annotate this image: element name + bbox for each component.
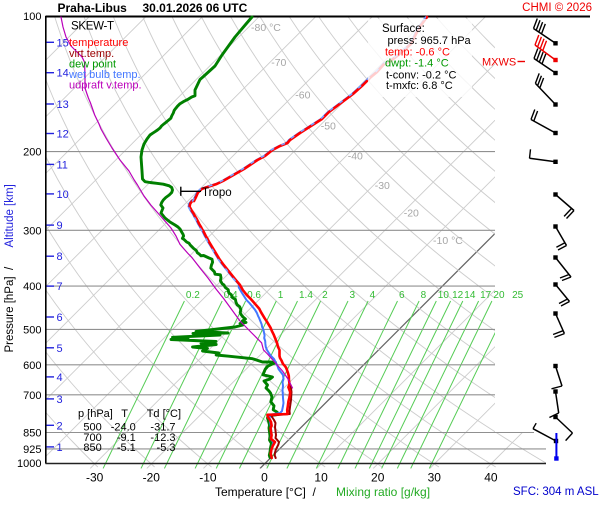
svg-text:-30: -30 (86, 471, 104, 485)
svg-text:-80 °C: -80 °C (251, 22, 281, 34)
svg-text:10: 10 (57, 189, 69, 201)
svg-text:dew point: dew point (69, 59, 116, 71)
svg-text:600: 600 (23, 360, 41, 372)
svg-text:udpraft v.temp.: udpraft v.temp. (69, 80, 142, 92)
svg-text:500: 500 (83, 422, 101, 434)
svg-text:9: 9 (57, 220, 63, 232)
svg-text:700: 700 (83, 432, 101, 444)
svg-text:t-conv: -0.2 °C: t-conv: -0.2 °C (386, 69, 456, 81)
svg-text:100: 100 (23, 11, 41, 23)
svg-text:14: 14 (57, 68, 69, 80)
svg-text:15: 15 (57, 37, 69, 49)
svg-text:850: 850 (23, 427, 41, 439)
svg-text:temperature: temperature (69, 37, 128, 49)
svg-text:8: 8 (421, 290, 427, 301)
svg-text:12: 12 (452, 290, 464, 301)
svg-text:925: 925 (23, 444, 41, 456)
svg-text:4: 4 (370, 290, 376, 301)
svg-text:8: 8 (57, 251, 63, 263)
svg-text:400: 400 (23, 281, 41, 293)
svg-text:virt.temp.: virt.temp. (69, 48, 114, 60)
svg-text:Surface:: Surface: (382, 23, 425, 35)
svg-text:Pressure [hPa] /: Pressure [hPa] / (4, 266, 16, 352)
svg-text:-5.1: -5.1 (117, 442, 136, 454)
svg-text:25: 25 (512, 290, 524, 301)
svg-text:Altitude [km]: Altitude [km] (4, 184, 16, 247)
svg-text:press: 965.7 hPa: press: 965.7 hPa (388, 35, 472, 47)
svg-text:3: 3 (350, 290, 356, 301)
svg-text:6: 6 (399, 290, 405, 301)
svg-text:40: 40 (484, 471, 498, 485)
svg-text:Tropo: Tropo (202, 187, 232, 199)
svg-text:30: 30 (428, 471, 442, 485)
svg-text:p [hPa]: p [hPa] (78, 408, 113, 420)
svg-text:850: 850 (83, 442, 101, 454)
svg-text:500: 500 (23, 324, 41, 336)
svg-text:7: 7 (57, 281, 63, 293)
svg-text:11: 11 (57, 159, 68, 171)
svg-text:6: 6 (57, 312, 63, 324)
svg-text:2: 2 (322, 290, 328, 301)
svg-text:Td [°C]: Td [°C] (147, 408, 181, 420)
svg-text:-10 °C: -10 °C (433, 235, 463, 247)
svg-text:-9.1: -9.1 (117, 432, 136, 444)
svg-text:17: 17 (480, 290, 492, 301)
svg-text:14: 14 (464, 290, 476, 301)
svg-text:-12.3: -12.3 (150, 432, 175, 444)
svg-text:0: 0 (261, 471, 268, 485)
svg-text:200: 200 (23, 147, 41, 159)
svg-text:0.2: 0.2 (186, 290, 200, 301)
svg-text:dwpt: -1.4 °C: dwpt: -1.4 °C (385, 58, 449, 70)
svg-text:-40: -40 (348, 150, 363, 162)
svg-text:SKEW-T: SKEW-T (71, 21, 114, 33)
svg-text:-24.0: -24.0 (111, 422, 136, 434)
svg-text:-20: -20 (404, 208, 419, 220)
svg-text:-30: -30 (375, 180, 390, 192)
svg-text:1000: 1000 (17, 458, 41, 470)
svg-text:1: 1 (57, 442, 63, 454)
svg-text:10: 10 (314, 471, 328, 485)
svg-text:temp: -0.6 °C: temp: -0.6 °C (385, 47, 450, 59)
svg-text:4: 4 (57, 372, 63, 384)
svg-text:0.6: 0.6 (247, 290, 261, 301)
svg-text:wet bulb temp.: wet bulb temp. (68, 69, 141, 81)
svg-text:5: 5 (57, 343, 63, 355)
svg-text:700: 700 (23, 390, 41, 402)
svg-text:SFC: 304 m ASL: SFC: 304 m ASL (513, 486, 599, 498)
svg-text:20: 20 (493, 290, 505, 301)
svg-text:12: 12 (57, 129, 69, 141)
svg-text:-10: -10 (199, 471, 217, 485)
svg-text:-50: -50 (321, 121, 336, 133)
svg-text:T: T (121, 408, 128, 420)
svg-text:CHMI © 2026: CHMI © 2026 (522, 2, 592, 14)
svg-text:30.01.2026 06 UTC: 30.01.2026 06 UTC (143, 1, 248, 15)
svg-text:Mixing ratio [g/kg]: Mixing ratio [g/kg] (336, 485, 430, 499)
svg-text:-5.3: -5.3 (157, 442, 176, 454)
svg-text:-60: -60 (295, 90, 310, 102)
svg-text:Temperature [°C] /: Temperature [°C] / (215, 485, 317, 499)
svg-text:20: 20 (371, 471, 385, 485)
svg-text:-20: -20 (143, 471, 161, 485)
svg-text:1: 1 (278, 290, 284, 301)
svg-text:-70: -70 (271, 57, 286, 69)
svg-text:1.4: 1.4 (299, 290, 313, 301)
svg-text:13: 13 (57, 99, 69, 111)
svg-text:t-mxfc: 6.8 °C: t-mxfc: 6.8 °C (386, 80, 453, 92)
svg-text:MXWS: MXWS (482, 57, 516, 69)
svg-text:2: 2 (57, 420, 63, 432)
svg-text:Praha-Libus: Praha-Libus (58, 1, 128, 15)
svg-text:10: 10 (438, 290, 450, 301)
svg-text:300: 300 (23, 225, 41, 237)
svg-text:-31.7: -31.7 (150, 422, 175, 434)
svg-text:3: 3 (57, 394, 63, 406)
